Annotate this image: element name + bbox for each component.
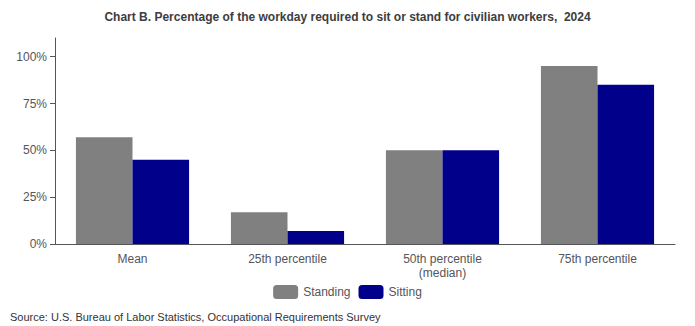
svg-text:75th percentile: 75th percentile bbox=[558, 252, 637, 266]
svg-text:75%: 75% bbox=[23, 97, 47, 111]
svg-text:50%: 50% bbox=[23, 143, 47, 157]
svg-text:0%: 0% bbox=[30, 237, 48, 251]
svg-text:Source: U.S. Bureau of Labor S: Source: U.S. Bureau of Labor Statistics,… bbox=[10, 311, 381, 323]
svg-text:Mean: Mean bbox=[117, 252, 147, 266]
svg-text:Sitting: Sitting bbox=[389, 285, 422, 299]
svg-text:25%: 25% bbox=[23, 190, 47, 204]
svg-text:Chart B. Percentage of the wor: Chart B. Percentage of the workday requi… bbox=[104, 10, 590, 24]
svg-text:50th percentile: 50th percentile bbox=[403, 252, 482, 266]
svg-text:Standing: Standing bbox=[303, 285, 350, 299]
svg-text:25th percentile: 25th percentile bbox=[248, 252, 327, 266]
svg-text:100%: 100% bbox=[16, 50, 47, 64]
svg-text:(median): (median) bbox=[419, 266, 466, 280]
